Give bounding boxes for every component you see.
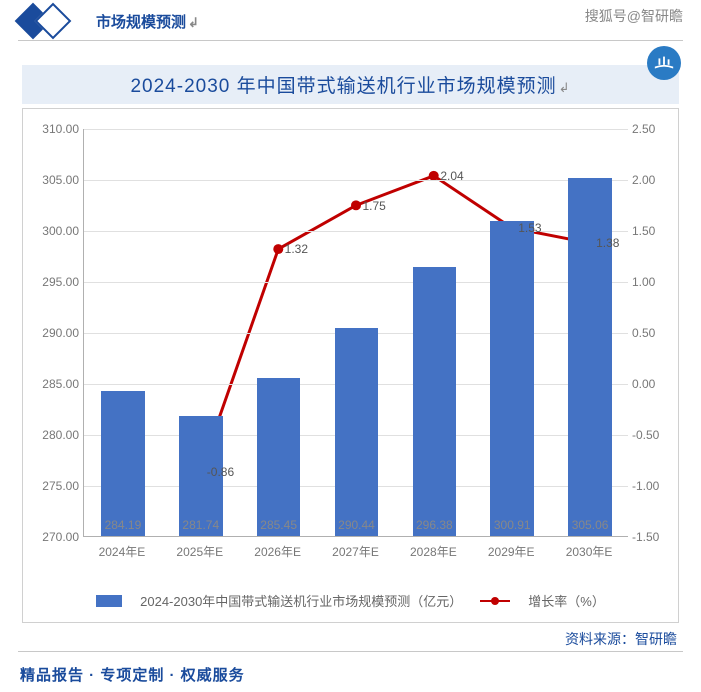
y-axis-left-tick: 280.00: [33, 428, 79, 442]
line-value-label: 1.75: [363, 199, 386, 213]
x-axis-tick: 2026年E: [254, 543, 301, 560]
legend-bar-swatch: [96, 595, 122, 607]
y-axis-left-tick: 310.00: [33, 122, 79, 136]
bar-value-label: 290.44: [338, 518, 375, 532]
x-axis-tick: 2030年E: [566, 543, 613, 560]
bar-value-label: 300.91: [494, 518, 531, 532]
bar-value-label: 281.74: [182, 518, 219, 532]
chart-bar: [335, 328, 379, 536]
chart-bar: [490, 221, 534, 536]
chart-legend: 2024-2030年中国带式输送机行业市场规模预测（亿元） 增长率（%）: [23, 591, 678, 610]
y-axis-right-tick: 1.50: [632, 224, 668, 238]
plot-area: 284.19 281.74 285.45 290.44 296.38 300.91 305.…: [83, 129, 628, 537]
chart-bar: [413, 267, 457, 536]
line-value-label: -0.86: [207, 465, 234, 479]
chart-bar: [257, 378, 301, 536]
y-axis-left-tick: 300.00: [33, 224, 79, 238]
gridline: [84, 180, 628, 181]
cursor-mark: ↲: [188, 15, 199, 30]
y-axis-left-tick: 270.00: [33, 530, 79, 544]
y-axis-right-tick: 0.50: [632, 326, 668, 340]
legend-line-swatch: [480, 600, 510, 602]
y-axis-left-tick: 295.00: [33, 275, 79, 289]
legend-bar-label: 2024-2030年中国带式输送机行业市场规模预测（亿元）: [140, 591, 462, 610]
line-marker: [351, 200, 361, 210]
diamond-outline-icon: [35, 3, 72, 40]
chart-frame: 284.19 281.74 285.45 290.44 296.38 300.91 305.…: [22, 108, 679, 623]
y-axis-left-tick: 275.00: [33, 479, 79, 493]
x-axis-tick: 2027年E: [332, 543, 379, 560]
source-label: 资料来源：智研瞻: [0, 623, 701, 651]
watermark: 搜狐号@智研瞻: [585, 6, 683, 26]
x-axis-tick: 2029年E: [488, 543, 535, 560]
line-value-label: 1.53: [518, 221, 541, 235]
bar-value-label: 284.19: [105, 518, 142, 532]
header-title-text: 市场规模预测: [96, 14, 186, 31]
y-axis-right-tick: 2.00: [632, 173, 668, 187]
chart-bar: [101, 391, 145, 536]
line-value-label: 2.04: [440, 169, 463, 183]
gridline: [84, 129, 628, 130]
chart-title-text: 2024-2030 年中国带式输送机行业市场规模预测: [130, 76, 556, 97]
chart-bar: [568, 178, 612, 536]
line-value-label: 1.38: [596, 236, 619, 250]
gridline: [84, 231, 628, 232]
y-axis-right-tick: -1.50: [632, 530, 668, 544]
header-logo: [20, 8, 66, 34]
footer-text: 精品报告 · 专项定制 · 权威服务: [0, 652, 701, 685]
chart-title: 2024-2030 年中国带式输送机行业市场规模预测↲: [22, 65, 679, 104]
y-axis-right-tick: -0.50: [632, 428, 668, 442]
y-axis-right-tick: 2.50: [632, 122, 668, 136]
gridline: [84, 282, 628, 283]
legend-line-label: 增长率（%）: [528, 591, 605, 610]
line-marker: [273, 244, 283, 254]
y-axis-right-tick: 1.00: [632, 275, 668, 289]
y-axis-right-tick: -1.00: [632, 479, 668, 493]
header-title: 市场规模预测↲: [96, 11, 199, 32]
line-value-label: 1.32: [285, 242, 308, 256]
brand-badge-icon: [647, 46, 681, 80]
cursor-mark-title: ↲: [559, 80, 571, 95]
bar-value-label: 305.06: [572, 518, 609, 532]
x-axis-tick: 2028年E: [410, 543, 457, 560]
x-axis-tick: 2024年E: [99, 543, 146, 560]
bar-value-label: 285.45: [260, 518, 297, 532]
divider-top: [18, 40, 683, 41]
x-axis-tick: 2025年E: [176, 543, 223, 560]
y-axis-left-tick: 290.00: [33, 326, 79, 340]
y-axis-left-tick: 285.00: [33, 377, 79, 391]
bar-value-label: 296.38: [416, 518, 453, 532]
y-axis-left-tick: 305.00: [33, 173, 79, 187]
y-axis-right-tick: 0.00: [632, 377, 668, 391]
